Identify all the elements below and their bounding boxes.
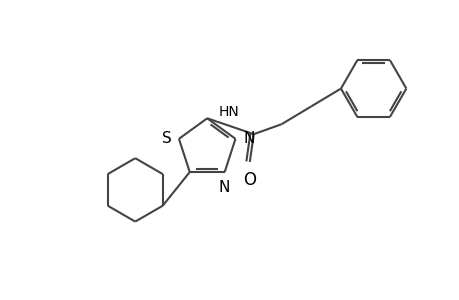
Text: N: N bbox=[243, 131, 254, 146]
Text: N: N bbox=[218, 180, 230, 195]
Text: S: S bbox=[162, 131, 172, 146]
Text: O: O bbox=[243, 171, 256, 189]
Text: HN: HN bbox=[218, 105, 238, 119]
